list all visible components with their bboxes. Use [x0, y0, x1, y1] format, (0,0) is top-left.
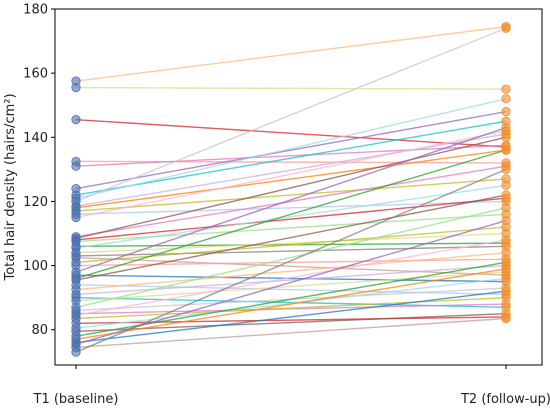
plot-frame: [54, 8, 543, 366]
pair-line-12: [75, 178, 507, 212]
pair-line-5: [75, 144, 507, 167]
y-tick-label-140: 140: [23, 131, 48, 146]
y-tick-label-160: 160: [23, 67, 48, 82]
pair-line-30: [75, 284, 507, 296]
y-axis-ticks: 80 100 120 140 160 180: [23, 3, 55, 338]
x-axis-ticks: T1 (baseline) T2 (follow-up): [33, 365, 550, 407]
t2-point-2: [501, 84, 511, 94]
pair-line-14: [75, 130, 507, 219]
t1-point-14: [71, 212, 81, 223]
pair-line-20: [75, 184, 507, 249]
t2-point-35: [501, 203, 511, 213]
t2-point-20: [501, 180, 511, 190]
t1-point-48: [71, 347, 81, 357]
pair-line-10: [75, 133, 507, 207]
y-axis-label: Total hair density (hairs/cm²): [3, 93, 18, 281]
t2-point-28: [501, 145, 511, 155]
t2-point-26: [501, 123, 511, 133]
pair-line-37: [75, 303, 507, 315]
pair-line-16: [75, 136, 507, 239]
data-points-layer: [71, 22, 511, 357]
pair-line-48: [75, 168, 507, 353]
pair-line-26: [75, 127, 507, 273]
pair-line-32: [75, 264, 507, 296]
pair-line-22: [75, 245, 507, 257]
pair-line-2: [75, 86, 507, 90]
pair-line-7: [75, 120, 507, 196]
t1-point-2: [71, 82, 81, 93]
t2-point-9: [501, 23, 511, 33]
t2-point-31: [501, 248, 511, 258]
pair-line-3: [75, 118, 507, 148]
t2-point-8: [501, 94, 511, 104]
pair-line-28: [75, 149, 507, 280]
x-tick-label-1: T1 (baseline): [33, 392, 119, 407]
t2-point-16: [501, 132, 511, 142]
pair-line-46: [75, 220, 507, 345]
pair-line-41: [75, 277, 507, 329]
pair-line-8: [75, 98, 507, 199]
t2-point-29: [501, 190, 511, 200]
pair-line-11: [75, 149, 507, 209]
pair-line-35: [75, 207, 507, 308]
t2-point-47: [501, 313, 511, 324]
pair-line-38: [75, 239, 507, 316]
x-tick-label-2: T2 (follow-up): [460, 392, 550, 407]
y-tick-label-120: 120: [23, 195, 48, 210]
pair-line-23: [75, 256, 507, 276]
t1-point-3: [71, 115, 81, 125]
pair-line-21: [75, 232, 507, 254]
t2-point-46: [501, 216, 511, 226]
pair-line-13: [75, 200, 507, 215]
t2-point-38: [501, 235, 511, 245]
t2-point-41: [501, 273, 511, 284]
pair-line-17: [75, 197, 507, 241]
pair-line-31: [75, 252, 507, 291]
pair-line-47: [75, 317, 507, 349]
pair-lines-layer: [75, 25, 507, 353]
y-tick-label-100: 100: [23, 259, 48, 274]
t2-point-45: [501, 286, 511, 296]
pair-line-6: [75, 110, 507, 190]
pair-line-4: [75, 160, 507, 164]
t2-point-48: [501, 164, 511, 174]
pair-line-42: [75, 312, 507, 333]
pair-line-15: [75, 165, 507, 238]
pair-line-34: [75, 271, 507, 302]
y-tick-label-80: 80: [31, 323, 48, 338]
t2-point-6: [501, 107, 511, 117]
t1-point-5: [71, 161, 81, 171]
pair-line-44: [75, 268, 507, 341]
t2-point-44: [501, 264, 511, 274]
y-tick-label-180: 180: [23, 3, 48, 18]
pair-line-29: [75, 194, 507, 281]
pair-line-39: [75, 296, 507, 320]
pair-line-1: [75, 25, 507, 82]
pair-line-45: [75, 290, 507, 344]
pair-line-9: [75, 27, 507, 203]
pair-line-25: [75, 258, 507, 267]
